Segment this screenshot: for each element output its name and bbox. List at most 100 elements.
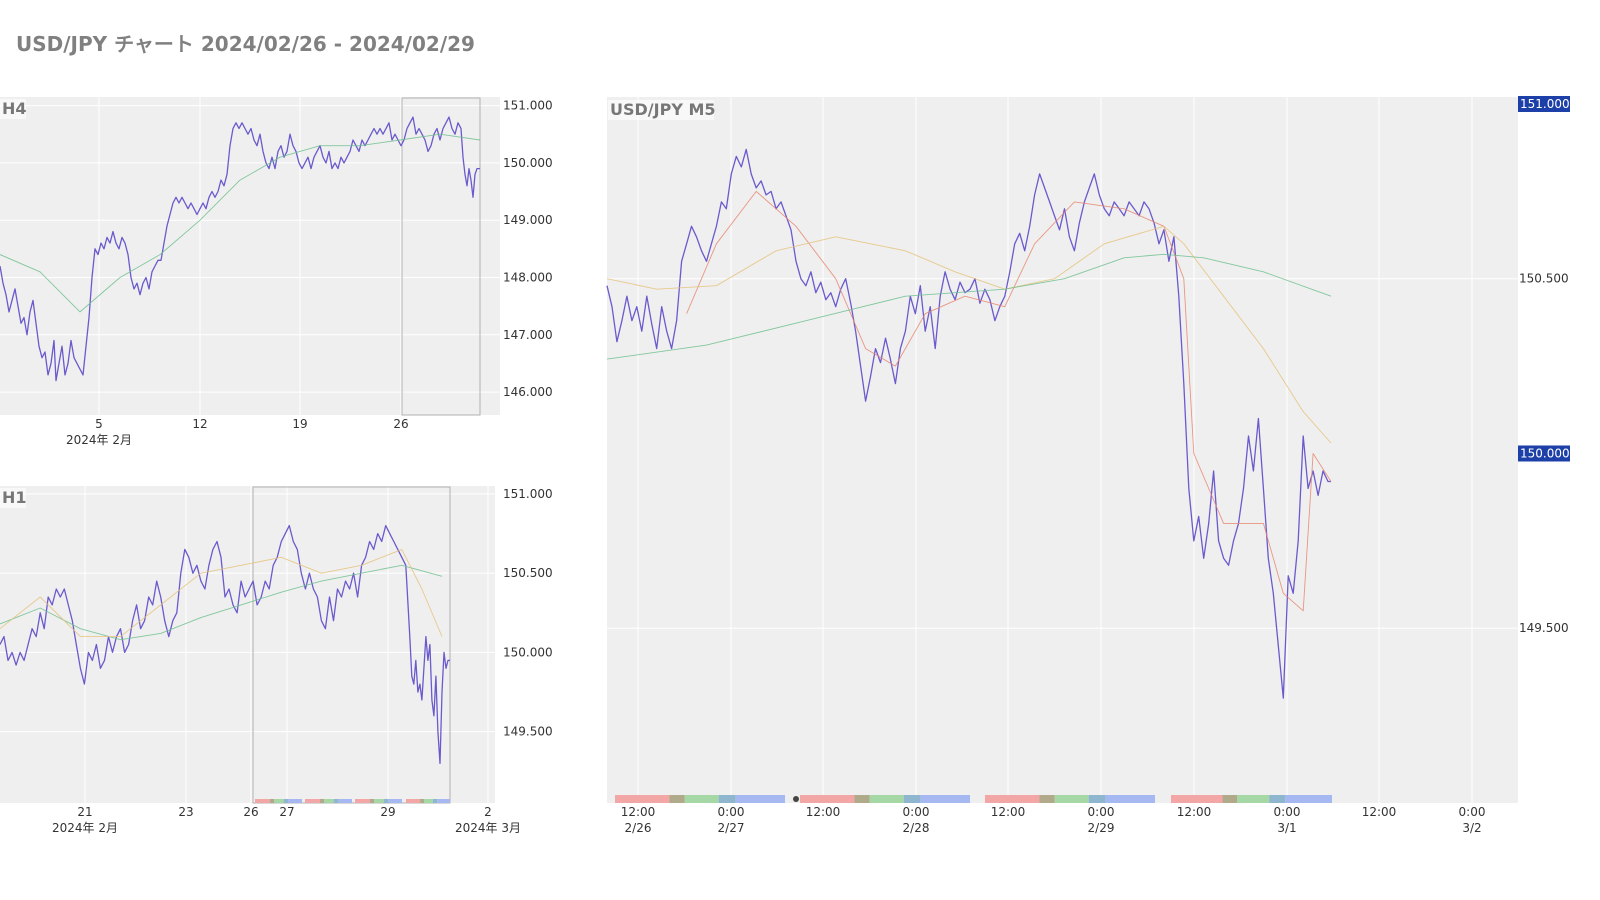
h4-xtick-label: 26: [393, 417, 408, 431]
h1-series-price: [0, 524, 450, 765]
h1-title-bg: [0, 488, 26, 508]
m5-xsub-label: 3/1: [1277, 821, 1296, 835]
m5-session-bar: [903, 795, 921, 803]
h4-ytick-label: 150.000: [503, 156, 553, 170]
h4-title: H4: [2, 99, 27, 118]
m5-price-badge: [1518, 95, 1570, 112]
m5-session-bar: [684, 795, 719, 803]
h1-session-bar: [424, 799, 433, 803]
m5-session-bar: [1222, 795, 1238, 803]
h1-xtick-label: 26: [243, 805, 258, 819]
m5-session-bar: [854, 795, 870, 803]
m5-session-bar: [985, 795, 1040, 803]
h1-session-bar: [374, 799, 384, 803]
m5-session-bar: [669, 795, 685, 803]
m5-session-bar: [1105, 795, 1155, 803]
m5-price-badge: [1518, 445, 1570, 462]
h4-ytick-label: 146.000: [503, 385, 553, 399]
m5-session-bar: [1285, 795, 1332, 803]
h1-session-bar: [388, 799, 402, 803]
m5-session-bar: [1237, 795, 1270, 803]
h1-session-bar: [283, 799, 289, 803]
m5-chart-panel[interactable]: 150.500 149.500 12:00 0:00 12:00 0:00 12:00 0:0…: [606, 95, 1570, 835]
h1-xsub-label: 2024年 3月: [455, 821, 521, 835]
m5-title: USD/JPY M5: [610, 100, 716, 119]
h4-highlight-range: [401, 97, 481, 416]
h4-xsub-label: 2024年 2月: [66, 433, 132, 447]
m5-session-bar: [615, 795, 670, 803]
h1-xtick-label: 29: [380, 805, 395, 819]
h4-xtick-label: 19: [292, 417, 307, 431]
m5-series-ma_short: [686, 190, 1332, 612]
h4-title-bg: [0, 99, 26, 119]
m5-ytick-label: 150.500: [1519, 272, 1569, 286]
m5-price-badge-label: 150.000: [1520, 446, 1570, 460]
m5-session-bar: [1269, 795, 1286, 803]
h1-session-bar: [288, 799, 302, 803]
h1-session-bar: [255, 799, 271, 803]
m5-xsub-label: 2/29: [1088, 821, 1115, 835]
m5-series-ma_long: [606, 253, 1332, 360]
m5-title-bg: [608, 100, 714, 120]
m5-session-bar: [1054, 795, 1089, 803]
m5-price-badge-label: 151.000: [1520, 97, 1570, 111]
h1-session-bar: [383, 799, 389, 803]
m5-xtick-label: 12:00: [991, 805, 1026, 819]
h4-ytick-label: 151.000: [503, 99, 553, 113]
h1-xtick-label: 2: [484, 805, 492, 819]
h1-session-bar: [333, 799, 339, 803]
h1-xtick-label: 23: [178, 805, 193, 819]
h1-xtick-label: 21: [77, 805, 92, 819]
h1-plot-area: [0, 486, 495, 803]
m5-session-bar: [1088, 795, 1106, 803]
h1-series-ma_mid: [0, 548, 443, 638]
h1-session-bar: [320, 799, 325, 803]
h1-chart-panel[interactable]: 151.000 150.500 150.000 149.500 21 23 26 27 29 2 2…: [0, 486, 553, 835]
h1-ytick-label: 151.000: [503, 487, 553, 501]
h4-xtick-label: 12: [192, 417, 207, 431]
m5-session-bar: [1039, 795, 1055, 803]
h4-series-ma_long: [0, 133, 481, 313]
m5-xtick-label: 12:00: [1362, 805, 1397, 819]
h1-ytick-label: 149.500: [503, 725, 553, 739]
h1-session-bar: [324, 799, 334, 803]
h1-series-ma_long: [0, 564, 443, 641]
h1-session-bar: [305, 799, 321, 803]
h1-title: H1: [2, 488, 27, 507]
h1-session-bar: [420, 799, 425, 803]
m5-session-bar: [718, 795, 736, 803]
m5-session-bar: [800, 795, 855, 803]
m5-xtick-label: 12:00: [621, 805, 656, 819]
m5-xtick-label: 0:00: [903, 805, 930, 819]
h1-session-bar: [355, 799, 371, 803]
m5-series-ma_mid: [606, 225, 1332, 444]
h1-session-bar: [437, 799, 450, 803]
h1-ytick-label: 150.500: [503, 566, 553, 580]
m5-plot-area: [607, 97, 1518, 803]
m5-session-bar: [869, 795, 904, 803]
m5-xtick-label: 0:00: [1274, 805, 1301, 819]
h1-xsub-label: 2024年 2月: [52, 821, 118, 835]
h4-xtick-label: 5: [95, 417, 103, 431]
m5-xsub-label: 2/26: [625, 821, 652, 835]
h4-series-price: [0, 116, 480, 382]
h1-xtick-label: 27: [279, 805, 294, 819]
m5-series-price: [606, 148, 1331, 699]
m5-xtick-label: 0:00: [1088, 805, 1115, 819]
m5-xtick-label: 12:00: [1177, 805, 1212, 819]
h1-session-bar: [370, 799, 375, 803]
m5-session-bar: [920, 795, 970, 803]
h1-session-bar: [274, 799, 284, 803]
h1-ytick-label: 150.000: [503, 645, 553, 659]
h4-ytick-label: 149.000: [503, 213, 553, 227]
h4-ytick-label: 148.000: [503, 270, 553, 284]
page-title: USD/JPY チャート 2024/02/26 - 2024/02/29: [16, 32, 475, 56]
m5-xsub-label: 2/28: [903, 821, 930, 835]
h1-session-bar: [270, 799, 275, 803]
h4-ytick-label: 147.000: [503, 328, 553, 342]
m5-xtick-label: 12:00: [806, 805, 841, 819]
m5-session-bar: [735, 795, 785, 803]
h4-chart-panel[interactable]: 151.000 150.000 149.000 148.000 147.000 146.0…: [0, 97, 553, 447]
h1-session-bar: [338, 799, 352, 803]
